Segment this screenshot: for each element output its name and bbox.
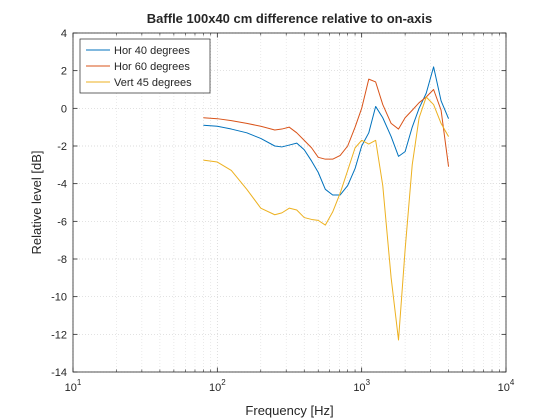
y-tick-label: -4 [57, 179, 67, 191]
series-line [203, 78, 450, 167]
series-line [203, 96, 449, 341]
plot-frame [72, 32, 507, 373]
x-tick-label: 101 [65, 378, 82, 394]
x-tick-label: 103 [353, 378, 370, 394]
legend-entry-label: Vert 45 degrees [114, 77, 192, 89]
y-tick-label: -12 [51, 329, 67, 341]
series-layer [203, 66, 450, 341]
y-tick-label: 0 [61, 103, 67, 115]
legend-entry-label: Hor 60 degrees [114, 61, 190, 73]
legend: Hor 40 degrees Hor 60 degrees Vert 45 degr… [79, 38, 211, 94]
legend-entry-label: Hor 40 degrees [114, 45, 190, 57]
y-tick-label: -10 [51, 292, 67, 304]
y-tick-label: -2 [57, 141, 67, 153]
x-tick-label: 104 [498, 378, 515, 394]
y-tick-label: -6 [57, 216, 67, 228]
x-axis-label: Frequency [Hz] [245, 403, 333, 418]
tick-labels: 101 102 103 104 4 2 0 -2 -4 -6 -8 -10 -12 -14 [51, 28, 515, 394]
y-tick-label: 2 [61, 66, 67, 78]
y-tick-label: -14 [51, 367, 67, 379]
y-tick-label: -8 [57, 254, 67, 266]
y-tick-label: 4 [61, 28, 67, 40]
series-line [203, 66, 450, 196]
chart-title: Baffle 100x40 cm difference relative to … [147, 11, 432, 26]
ticks [72, 32, 507, 373]
x-tick-label: 102 [209, 378, 226, 394]
y-axis-label: Relative level [dB] [29, 150, 44, 254]
